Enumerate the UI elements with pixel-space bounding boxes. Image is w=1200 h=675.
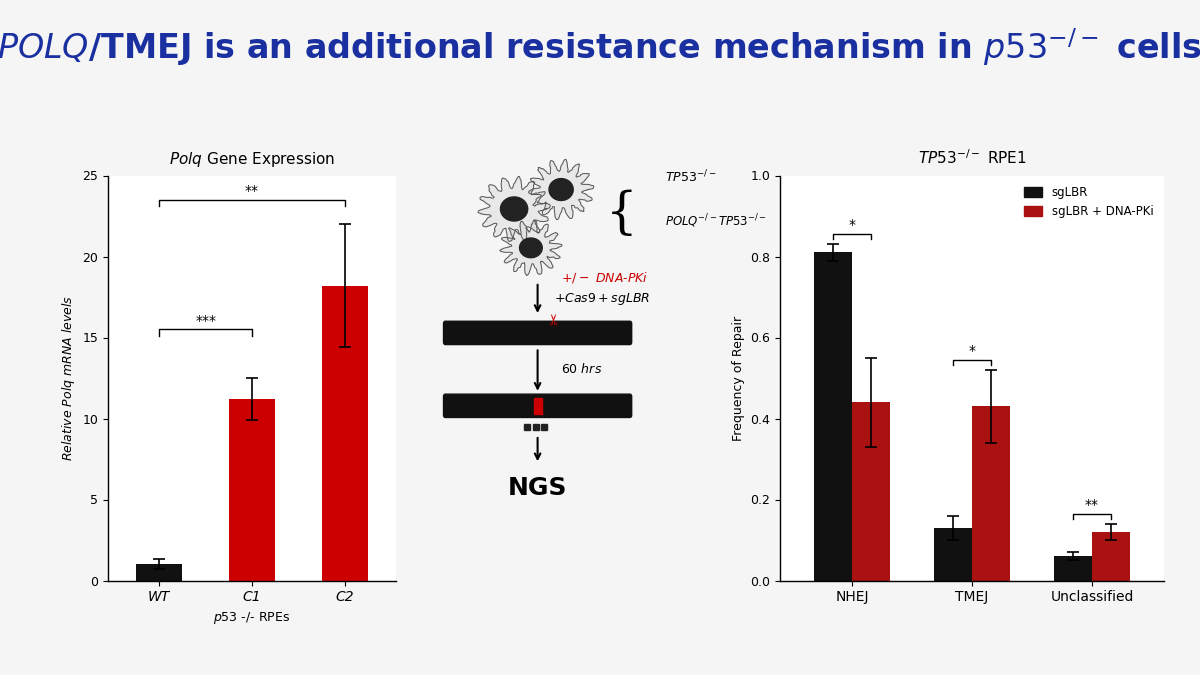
- Text: **: **: [1085, 497, 1099, 512]
- Polygon shape: [478, 176, 550, 242]
- Bar: [1092, 532, 1130, 580]
- FancyBboxPatch shape: [444, 321, 631, 344]
- Title: $\it{TP53^{-/-}}$ RPE1: $\it{TP53^{-/-}}$ RPE1: [918, 148, 1026, 167]
- Polygon shape: [528, 159, 594, 219]
- Legend: sgLBR, sgLBR + DNA-PKi: sgLBR, sgLBR + DNA-PKi: [1020, 182, 1158, 223]
- Text: ***: ***: [196, 314, 216, 328]
- Bar: [322, 286, 368, 580]
- Bar: [229, 399, 275, 580]
- Bar: [136, 564, 182, 580]
- Text: **: **: [245, 184, 259, 198]
- Polygon shape: [500, 197, 528, 221]
- FancyBboxPatch shape: [444, 394, 631, 417]
- Text: *: *: [848, 218, 856, 232]
- Polygon shape: [550, 179, 574, 200]
- Text: ✂: ✂: [547, 312, 562, 325]
- Text: $\it{TP53^{-/-}}$: $\it{TP53^{-/-}}$: [665, 169, 716, 186]
- Y-axis label: Frequency of Repair: Frequency of Repair: [732, 315, 745, 441]
- Bar: [534, 398, 541, 414]
- Text: $\it{+Cas9+sgLBR}$: $\it{+Cas9+sgLBR}$: [554, 291, 650, 307]
- Polygon shape: [500, 220, 562, 275]
- Bar: [852, 402, 890, 580]
- Text: $\it{POLQ^{-/-}TP53^{-/-}}$: $\it{POLQ^{-/-}TP53^{-/-}}$: [665, 213, 767, 230]
- Bar: [524, 425, 530, 430]
- Bar: [533, 425, 539, 430]
- Bar: [1054, 556, 1092, 580]
- Bar: [541, 425, 547, 430]
- Text: NGS: NGS: [508, 477, 568, 500]
- Text: $\it{60\ hrs}$: $\it{60\ hrs}$: [562, 362, 602, 377]
- Text: *: *: [968, 344, 976, 358]
- Text: {: {: [606, 189, 637, 238]
- X-axis label: $\it{p53}$ -/- RPEs: $\it{p53}$ -/- RPEs: [214, 610, 290, 626]
- Polygon shape: [520, 238, 542, 258]
- Title: $\it{Polq}$ Gene Expression: $\it{Polq}$ Gene Expression: [169, 151, 335, 169]
- Bar: [934, 528, 972, 580]
- Bar: [814, 252, 852, 580]
- Bar: [972, 406, 1010, 580]
- Text: $\it{+/-\ DNA\text{-}PKi}$: $\it{+/-\ DNA\text{-}PKi}$: [562, 269, 648, 285]
- Y-axis label: Relative $\it{Polq}$ mRNA levels: Relative $\it{Polq}$ mRNA levels: [60, 295, 77, 461]
- Text: $\it{POLQ}$/TMEJ is an additional resistance mechanism in $\it{p53^{-/-}}$ cells: $\it{POLQ}$/TMEJ is an additional resist…: [0, 26, 1200, 68]
